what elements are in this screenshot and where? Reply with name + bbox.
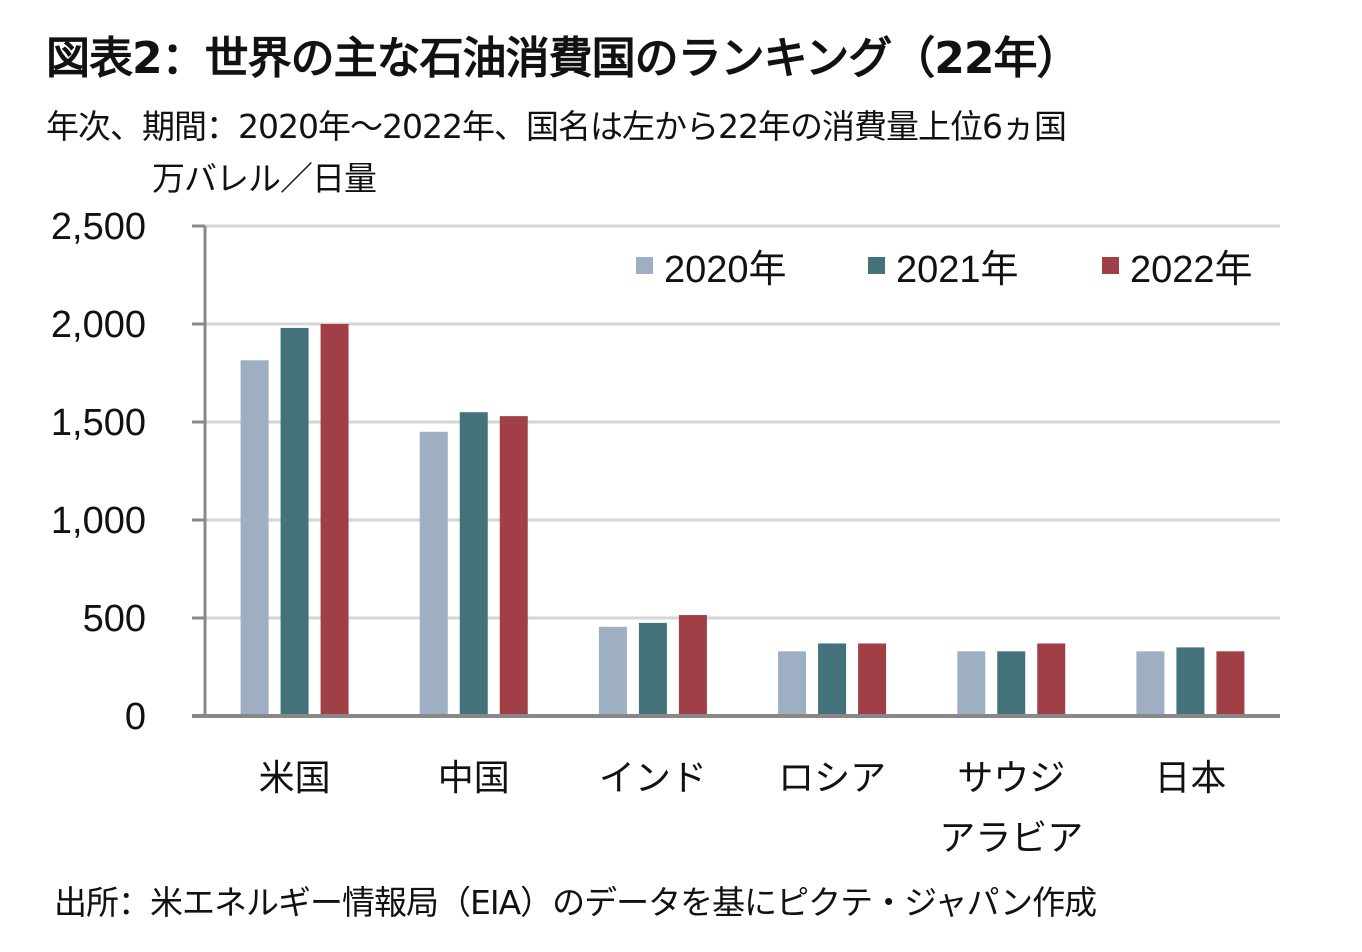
legend-label: 2021年 bbox=[896, 249, 1019, 291]
y-tick-label: 2,000 bbox=[51, 304, 146, 346]
x-category-label: インド bbox=[599, 758, 707, 799]
legend-item: 2022年 bbox=[1102, 249, 1253, 291]
bar bbox=[320, 324, 349, 716]
y-tick-label: 500 bbox=[83, 598, 146, 640]
legend: 2020年 2021年 2022年 bbox=[636, 249, 1253, 291]
legend-label: 2022年 bbox=[1130, 249, 1253, 291]
x-category-label: 中国 bbox=[438, 758, 510, 799]
legend-label: 2020年 bbox=[664, 249, 787, 291]
bar bbox=[1216, 651, 1245, 716]
bar bbox=[1136, 651, 1165, 716]
x-category-label: ロシア bbox=[778, 758, 886, 799]
y-axis-unit-label: 万バレル／日量 bbox=[152, 159, 377, 198]
bar bbox=[598, 626, 627, 716]
legend-swatch bbox=[1102, 257, 1119, 274]
legend-item: 2020年 bbox=[636, 249, 787, 291]
y-tick-label: 0 bbox=[125, 696, 146, 738]
bar bbox=[419, 431, 448, 716]
legend-swatch bbox=[868, 257, 885, 274]
bar bbox=[678, 615, 707, 716]
bar bbox=[1176, 647, 1205, 716]
legend-item: 2021年 bbox=[868, 249, 1019, 291]
bar bbox=[1037, 643, 1066, 716]
bar bbox=[778, 651, 807, 716]
bar bbox=[858, 643, 887, 716]
gridlines bbox=[205, 224, 1280, 620]
bar bbox=[997, 651, 1026, 716]
x-category-label: 日本 bbox=[1154, 758, 1226, 799]
source-note: 出所：米エネルギー情報局（EIA）のデータを基にピクテ・ジャパン作成 bbox=[54, 883, 1097, 922]
x-category-label: 米国 bbox=[259, 758, 331, 799]
y-tick-label: 1,500 bbox=[51, 402, 146, 444]
bar bbox=[499, 416, 528, 716]
legend-swatch bbox=[636, 257, 653, 274]
bar bbox=[280, 327, 309, 716]
bar bbox=[240, 360, 269, 716]
axes bbox=[192, 224, 1280, 718]
y-tick-label: 2,500 bbox=[51, 206, 146, 248]
bars bbox=[240, 324, 1245, 716]
x-category-label: アラビア bbox=[939, 818, 1083, 859]
x-category-label: サウジ bbox=[957, 758, 1065, 799]
y-tick-label: 1,000 bbox=[51, 500, 146, 542]
chart-title: 図表2：世界の主な石油消費国のランキング（22年） bbox=[46, 33, 1081, 84]
bar bbox=[818, 643, 847, 716]
chart-subtitle: 年次、期間：2020年～2022年、国名は左から22年の消費量上位6ヵ国 bbox=[46, 107, 1067, 146]
bar bbox=[459, 412, 488, 716]
y-tick-labels: 0 500 1,000 1,500 2,000 2,500 bbox=[51, 206, 146, 738]
bar bbox=[957, 651, 986, 716]
bar bbox=[638, 622, 667, 716]
